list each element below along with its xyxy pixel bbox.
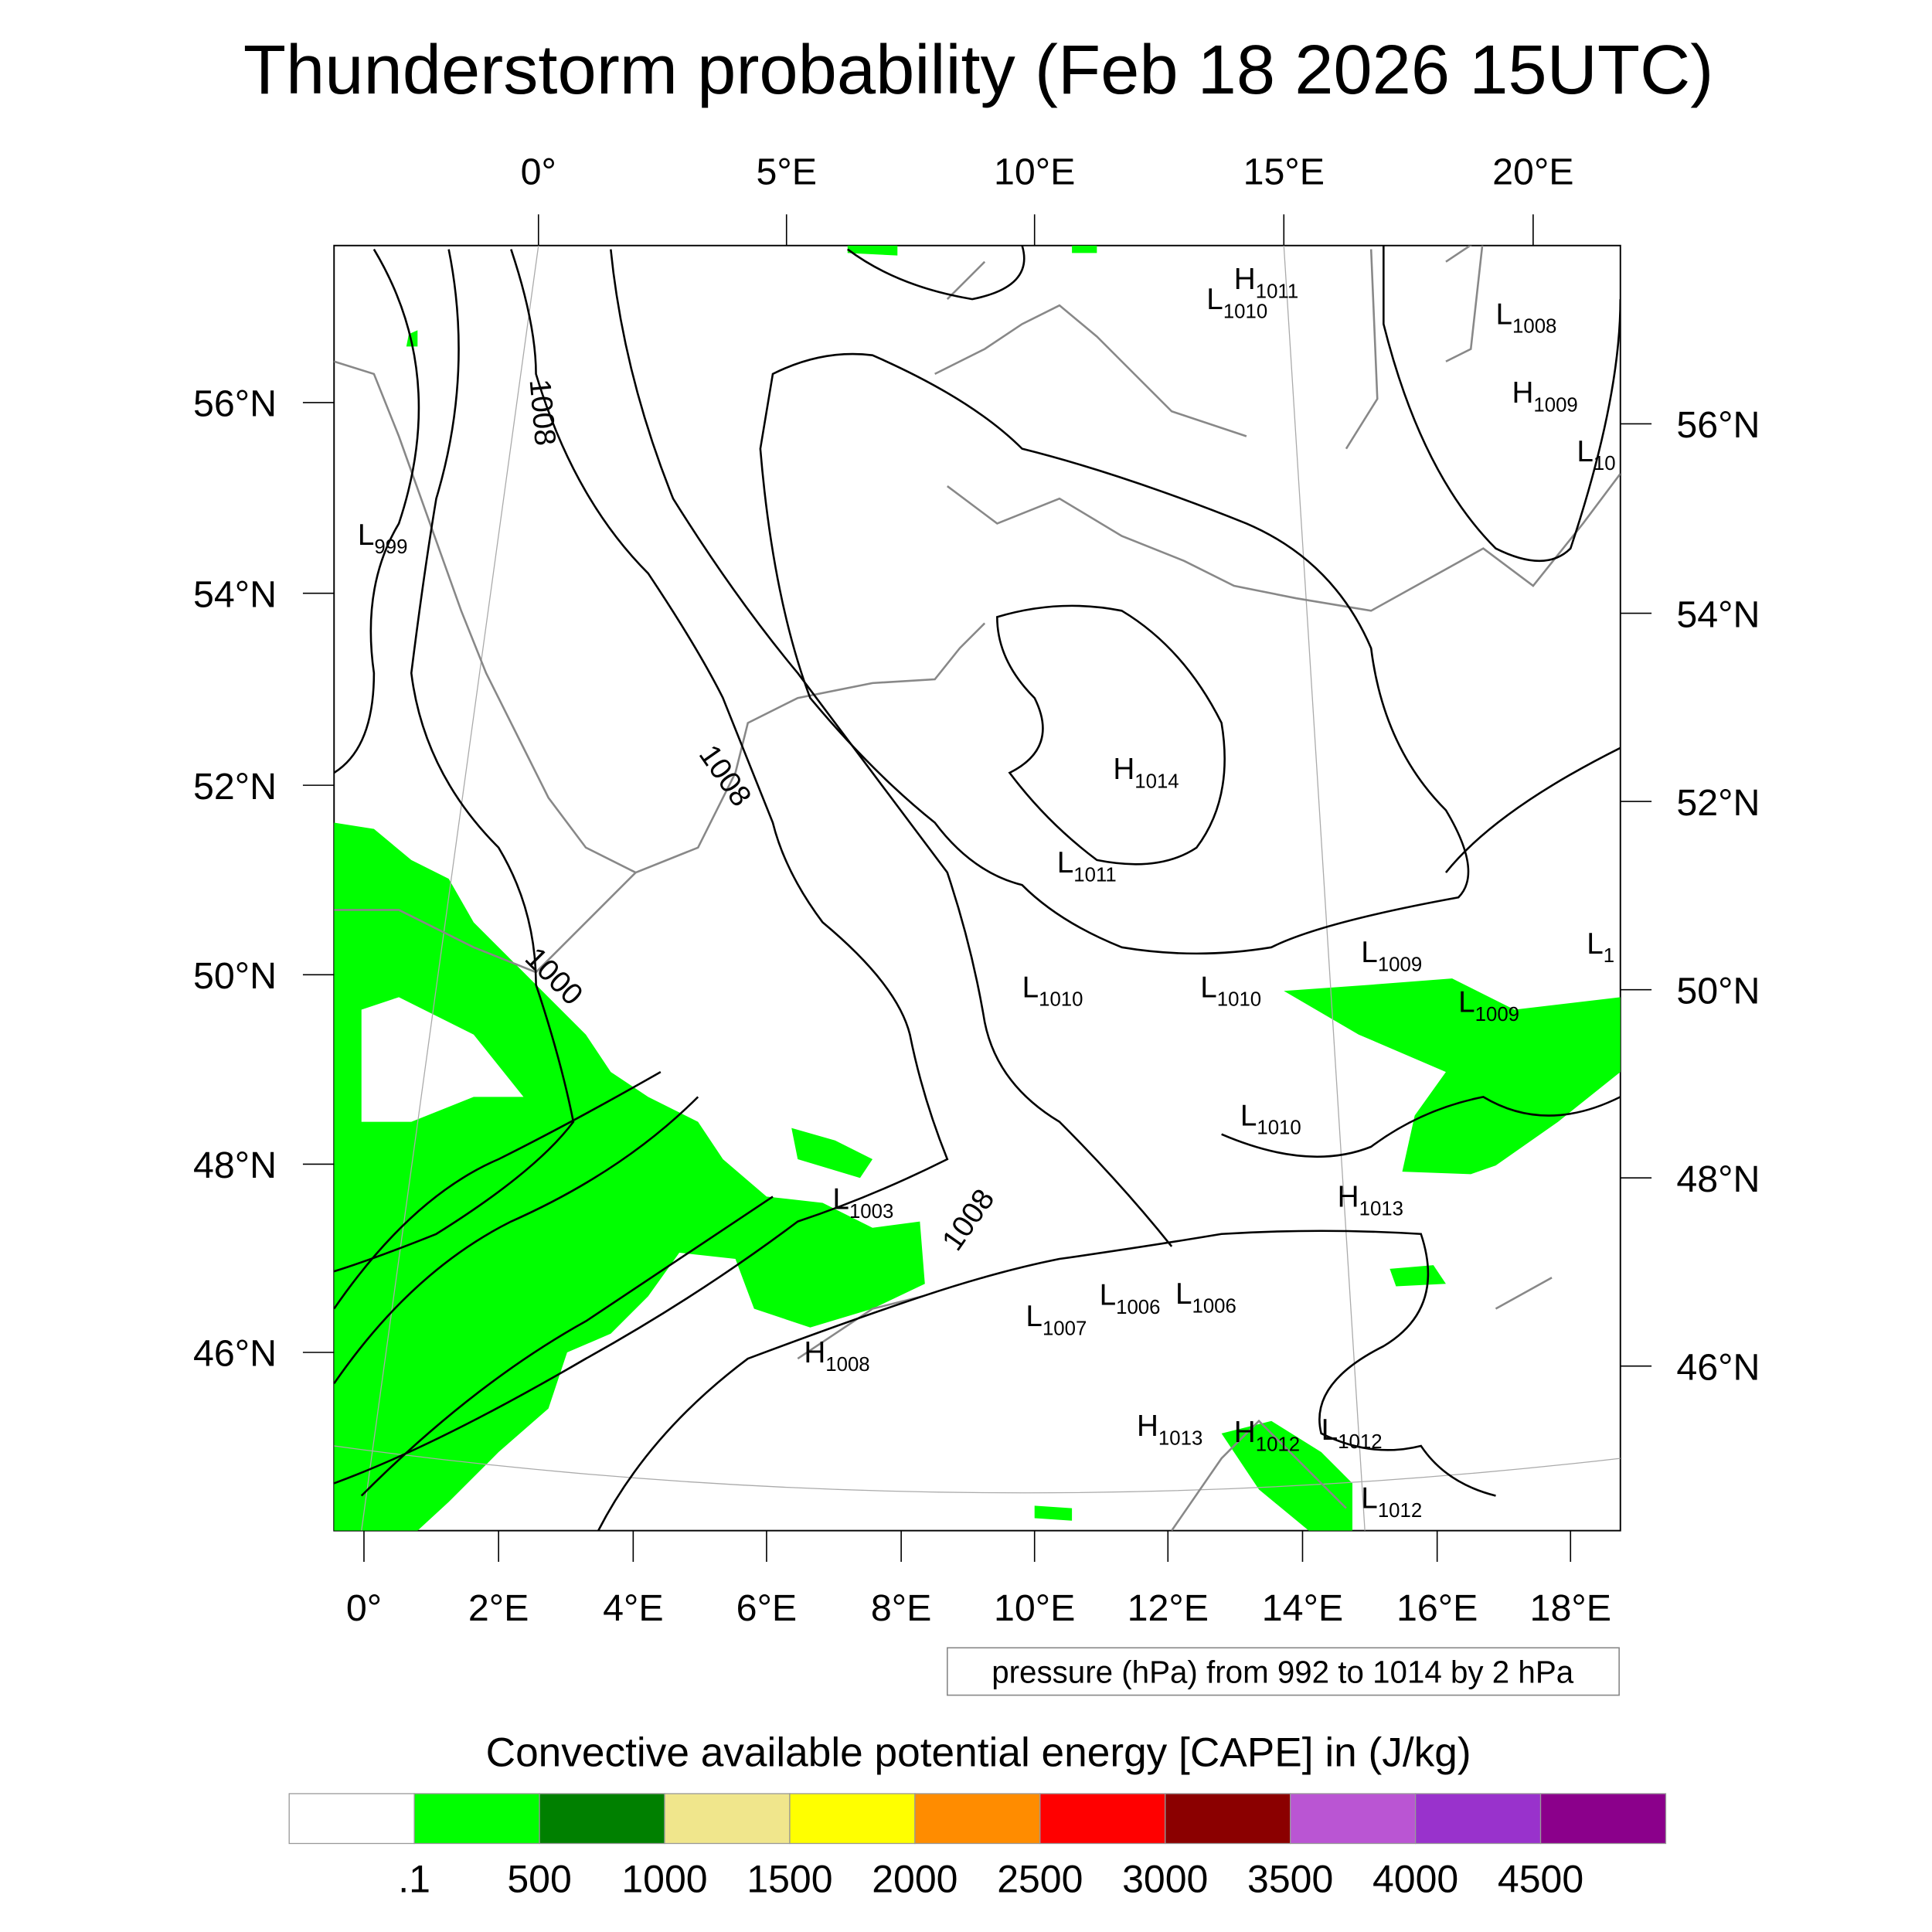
chart-title: Thunderstorm probability (Feb 18 2026 15… bbox=[243, 31, 1713, 109]
high-pressure-label: H1011 bbox=[1234, 263, 1298, 302]
tick-label: 54°N bbox=[1676, 594, 1760, 635]
colorbar-label: 4000 bbox=[1372, 1857, 1458, 1900]
tick-label: 48°N bbox=[193, 1145, 277, 1186]
tick-label: 10°E bbox=[994, 1587, 1075, 1629]
tick-label: 10°E bbox=[994, 151, 1075, 193]
colorbar-swatch bbox=[1539, 1793, 1667, 1845]
tick-label: 52°N bbox=[1676, 782, 1760, 824]
tick-label: 2°E bbox=[468, 1587, 529, 1629]
tick-label: 52°N bbox=[193, 766, 277, 808]
colorbar-swatch bbox=[914, 1793, 1041, 1845]
colorbar-label: 3500 bbox=[1247, 1857, 1333, 1900]
high-pressure-label: H1009 bbox=[1512, 376, 1577, 416]
tick-label: 56°N bbox=[1676, 404, 1760, 446]
contour-info-text: pressure (hPa) from 992 to 1014 by 2 hPa bbox=[992, 1654, 1574, 1689]
low-pressure-label: L1007 bbox=[1026, 1300, 1087, 1339]
low-pressure-label: L1011 bbox=[1057, 846, 1117, 886]
high-pressure-label: H1013 bbox=[1338, 1180, 1403, 1219]
tick-label: 20°E bbox=[1492, 151, 1573, 193]
high-pressure-label: H1012 bbox=[1234, 1416, 1300, 1455]
tick-label: 50°N bbox=[193, 955, 277, 997]
cape-patch-cz bbox=[791, 1128, 873, 1179]
tick-label: 50°N bbox=[1676, 970, 1760, 1012]
low-pressure-label: L1012 bbox=[1321, 1413, 1383, 1453]
low-pressure-label: L1006 bbox=[1100, 1279, 1161, 1318]
colorbar-label: 2500 bbox=[997, 1857, 1083, 1900]
colorbar-label: 3000 bbox=[1122, 1857, 1208, 1900]
cape-patch-adriatic bbox=[1221, 1420, 1352, 1531]
low-pressure-label: L1008 bbox=[1495, 298, 1556, 337]
low-pressure-label: L1006 bbox=[1175, 1277, 1236, 1317]
cape-gap bbox=[361, 997, 524, 1122]
tick-label: 14°E bbox=[1262, 1587, 1343, 1629]
tick-label: 54°N bbox=[193, 573, 277, 615]
tick-label: 8°E bbox=[871, 1587, 932, 1629]
low-pressure-label: L1 bbox=[1587, 927, 1614, 967]
high-pressure-label: H1013 bbox=[1137, 1410, 1202, 1449]
colorbar-label: 1500 bbox=[747, 1857, 832, 1900]
tick-label: 18°E bbox=[1530, 1587, 1611, 1629]
low-pressure-label: L1012 bbox=[1361, 1482, 1422, 1522]
cape-patch-north bbox=[847, 245, 1097, 256]
colorbar-swatch bbox=[1414, 1793, 1542, 1845]
tick-label: 5°E bbox=[756, 151, 817, 193]
low-pressure-label: L1009 bbox=[1361, 936, 1422, 975]
colorbar-swatch bbox=[288, 1793, 415, 1845]
tick-label: 16°E bbox=[1396, 1587, 1478, 1629]
low-pressure-label: L1010 bbox=[1240, 1099, 1301, 1138]
low-pressure-label: L1003 bbox=[832, 1183, 893, 1223]
cape-area-southwest bbox=[334, 822, 925, 1531]
colorbar-swatch bbox=[1039, 1793, 1166, 1845]
high-pressure-label: H1008 bbox=[804, 1336, 869, 1376]
coastline bbox=[334, 245, 1621, 1531]
tick-label: 6°E bbox=[736, 1587, 798, 1629]
low-pressure-label: L1010 bbox=[1206, 283, 1267, 322]
colorbar-swatch bbox=[1165, 1793, 1291, 1845]
low-pressure-label: L999 bbox=[358, 519, 408, 558]
tick-label: 15°E bbox=[1243, 151, 1325, 193]
cape-patch-austria bbox=[1389, 1265, 1446, 1287]
colorbar-label: .1 bbox=[398, 1857, 430, 1900]
tick-label: 0° bbox=[346, 1587, 382, 1629]
colorbar-swatch bbox=[413, 1793, 540, 1845]
right-axis-labels: 56°N 54°N 52°N 50°N 48°N 46°N bbox=[1676, 404, 1760, 1388]
cape-area-east bbox=[1284, 978, 1621, 1175]
tick-label: 46°N bbox=[1676, 1346, 1760, 1388]
low-pressure-label: L1010 bbox=[1200, 971, 1261, 1010]
tick-marks bbox=[302, 214, 1652, 1562]
contour-info-box: pressure (hPa) from 992 to 1014 by 2 hPa bbox=[946, 1647, 1620, 1696]
left-axis-labels: 56°N 54°N 52°N 50°N 48°N 46°N bbox=[193, 383, 277, 1375]
low-pressure-label: L10 bbox=[1577, 435, 1615, 474]
tick-label: 12°E bbox=[1128, 1587, 1209, 1629]
tick-label: 4°E bbox=[603, 1587, 664, 1629]
colorbar-label: 1000 bbox=[621, 1857, 707, 1900]
graticule bbox=[334, 245, 1621, 1531]
cape-patch-italy bbox=[1034, 1505, 1073, 1521]
contour-label: 1008 bbox=[523, 378, 562, 447]
colorbar-title: Convective available potential energy [C… bbox=[486, 1730, 1471, 1775]
top-axis-labels: 0° 5°E 10°E 15°E 20°E bbox=[521, 151, 1574, 193]
tick-label: 48°N bbox=[1676, 1158, 1760, 1200]
colorbar-swatch bbox=[539, 1793, 665, 1845]
bottom-axis-labels: 0° 2°E 4°E 6°E 8°E 10°E 12°E 14°E 16°E 1… bbox=[346, 1587, 1611, 1629]
low-pressure-label: L1010 bbox=[1022, 971, 1083, 1010]
colorbar-labels: .1 500 1000 1500 2000 2500 3000 3500 4000 4500 bbox=[398, 1857, 1583, 1900]
isobars bbox=[334, 245, 1621, 1531]
colorbar-label: 2000 bbox=[872, 1857, 957, 1900]
colorbar-label: 500 bbox=[507, 1857, 571, 1900]
tick-label: 56°N bbox=[193, 383, 277, 425]
tick-label: 46°N bbox=[193, 1333, 277, 1375]
colorbar-swatch bbox=[789, 1793, 916, 1845]
tick-label: 0° bbox=[521, 151, 556, 193]
colorbar-swatch bbox=[664, 1793, 791, 1845]
colorbar-swatch bbox=[1290, 1793, 1417, 1845]
colorbar bbox=[288, 1793, 1667, 1845]
high-pressure-label: H1014 bbox=[1113, 753, 1179, 792]
colorbar-label: 4500 bbox=[1498, 1857, 1583, 1900]
low-pressure-label: L1009 bbox=[1458, 986, 1519, 1026]
